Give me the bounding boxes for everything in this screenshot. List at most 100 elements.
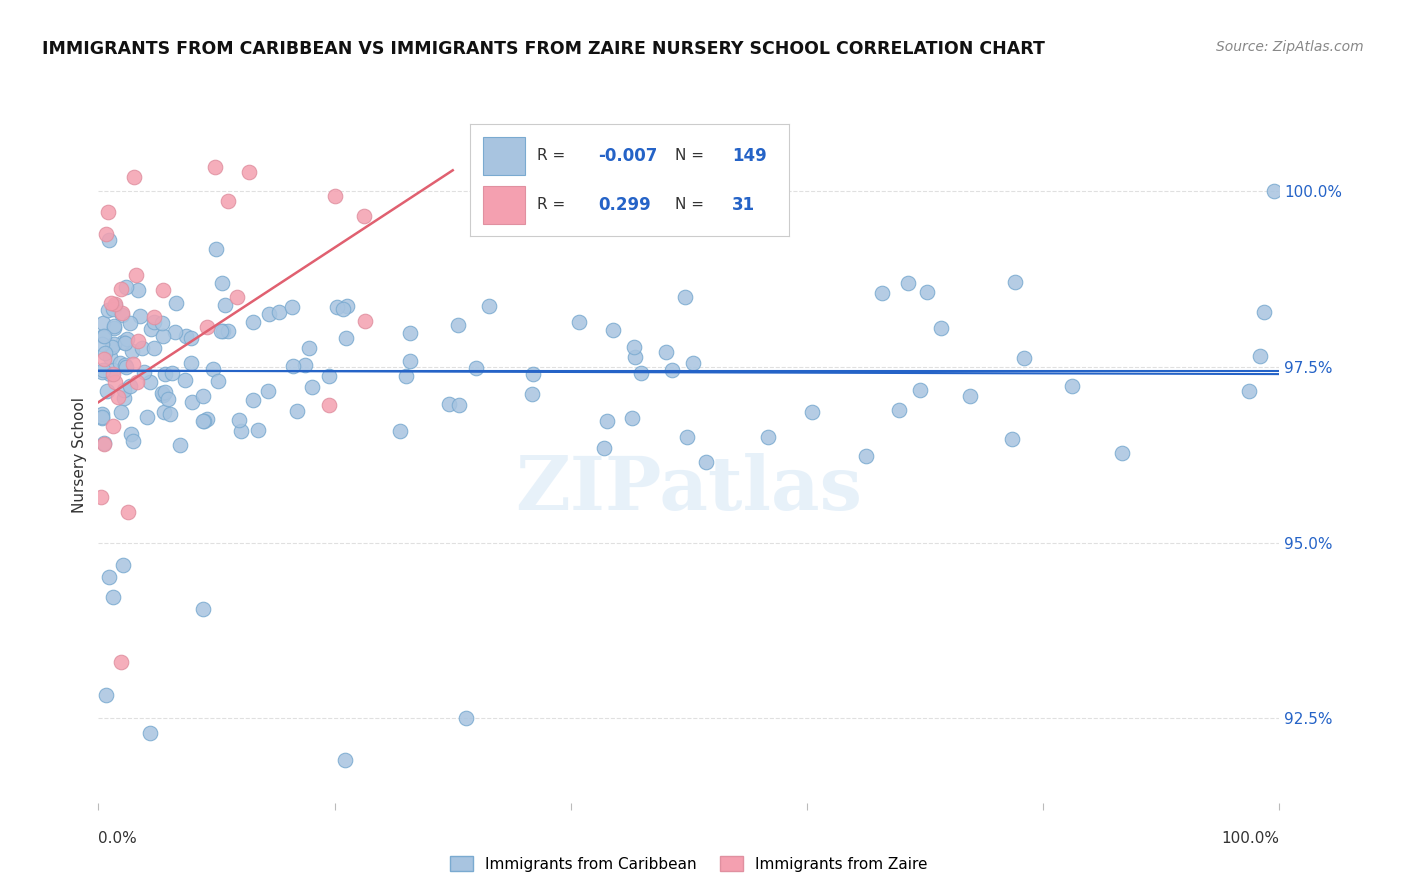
Point (294, 359, 316, 373)
Point (152, 329, 174, 343)
Point (101, 590, 124, 604)
Point (127, 334, 149, 348)
Point (96, 384, 118, 398)
Point (447, 318, 470, 333)
Point (336, 299, 359, 313)
Point (398, 326, 420, 341)
Point (592, 441, 614, 455)
Point (131, 341, 153, 355)
Point (195, 320, 218, 334)
Point (217, 324, 239, 338)
Point (114, 359, 136, 373)
Point (159, 407, 181, 421)
Point (212, 324, 235, 338)
Point (1263, 185, 1285, 199)
Point (122, 170, 145, 185)
Point (449, 398, 471, 412)
Point (204, 242, 226, 256)
Point (101, 419, 124, 434)
Point (93, 436, 115, 450)
Point (94, 227, 117, 241)
Point (193, 415, 215, 429)
Point (661, 363, 683, 377)
Point (98, 570, 121, 584)
Point (94, 689, 117, 703)
Point (191, 602, 214, 616)
Point (91, 336, 114, 351)
Point (121, 358, 143, 372)
Point (225, 290, 247, 304)
Point (150, 316, 173, 330)
Point (91, 409, 114, 424)
Point (959, 389, 981, 403)
Point (399, 354, 422, 368)
Point (100, 351, 122, 365)
Point (152, 405, 174, 419)
Point (908, 383, 931, 397)
Point (465, 360, 488, 375)
Point (1253, 305, 1275, 319)
Point (870, 285, 893, 300)
Point (800, 405, 823, 419)
Point (108, 356, 131, 370)
Point (191, 389, 214, 403)
Point (229, 424, 252, 438)
Point (125, 375, 148, 389)
Point (256, 384, 278, 398)
Point (655, 345, 678, 359)
Point (238, 165, 260, 179)
Point (93, 329, 115, 343)
Point (125, 268, 148, 282)
Point (111, 306, 134, 320)
Point (1249, 349, 1271, 363)
Point (354, 314, 377, 328)
Point (180, 331, 202, 345)
Point (335, 331, 357, 345)
Point (897, 277, 920, 291)
Point (132, 365, 155, 379)
Text: IMMIGRANTS FROM CARIBBEAN VS IMMIGRANTS FROM ZAIRE NURSERY SCHOOL CORRELATION CH: IMMIGRANTS FROM CARIBBEAN VS IMMIGRANTS … (42, 40, 1045, 58)
Point (281, 359, 304, 373)
Point (114, 336, 136, 351)
Point (153, 384, 176, 399)
Point (110, 405, 132, 419)
Text: 100.0%: 100.0% (1222, 830, 1279, 846)
Point (91, 410, 114, 425)
Point (673, 290, 696, 304)
Point (115, 359, 138, 374)
Point (100, 296, 122, 310)
Point (1012, 351, 1035, 366)
Point (228, 412, 250, 426)
Point (115, 280, 138, 294)
Point (104, 375, 127, 389)
Point (103, 367, 125, 381)
Point (101, 363, 124, 377)
Point (394, 368, 416, 383)
Point (332, 301, 354, 316)
Point (143, 316, 166, 330)
Point (267, 304, 290, 318)
Point (165, 296, 187, 310)
Point (1237, 384, 1260, 398)
Point (281, 300, 304, 314)
Point (756, 430, 779, 444)
Point (91, 365, 114, 379)
Point (101, 301, 124, 316)
Point (478, 299, 501, 313)
Point (388, 424, 411, 438)
Point (522, 367, 544, 381)
Point (682, 356, 704, 370)
Point (180, 395, 202, 409)
Point (103, 319, 125, 334)
Point (162, 366, 184, 380)
Point (111, 308, 134, 322)
Point (214, 298, 236, 312)
Point (143, 310, 166, 324)
Point (93, 352, 115, 367)
Point (112, 383, 135, 397)
Point (122, 434, 145, 449)
Point (121, 343, 143, 358)
Point (456, 711, 478, 725)
Point (97, 303, 120, 318)
Text: ZIPatlas: ZIPatlas (516, 453, 862, 526)
